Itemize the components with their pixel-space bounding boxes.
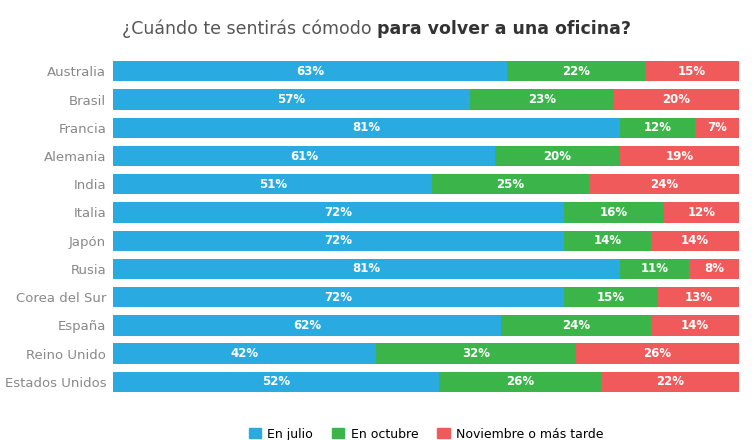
Bar [564, 231, 651, 251]
Text: 14%: 14% [593, 234, 621, 247]
Bar [564, 202, 664, 223]
Text: 16%: 16% [599, 206, 628, 219]
Text: 20%: 20% [662, 93, 691, 106]
Text: 57%: 57% [277, 93, 305, 106]
Text: 63%: 63% [296, 65, 324, 78]
Bar [614, 89, 739, 110]
Bar [113, 89, 470, 110]
Bar [113, 117, 620, 138]
Text: 51%: 51% [259, 178, 287, 191]
Text: 11%: 11% [640, 262, 669, 275]
Bar [589, 174, 739, 194]
Text: 25%: 25% [496, 178, 525, 191]
Bar [113, 146, 495, 166]
Text: 22%: 22% [656, 375, 684, 389]
Text: 12%: 12% [688, 206, 716, 219]
Text: 81%: 81% [352, 121, 381, 134]
Bar [564, 287, 657, 308]
Bar [620, 117, 695, 138]
Bar [664, 202, 739, 223]
Bar [113, 231, 564, 251]
Bar [113, 61, 507, 81]
Text: 24%: 24% [562, 319, 590, 332]
Text: 81%: 81% [352, 262, 381, 275]
Text: 52%: 52% [262, 375, 290, 389]
Text: 72%: 72% [324, 234, 352, 247]
Bar [507, 61, 645, 81]
Bar [376, 344, 576, 364]
Bar [620, 146, 739, 166]
Text: 72%: 72% [324, 291, 352, 304]
Bar [689, 259, 739, 279]
Bar [576, 344, 739, 364]
Bar [113, 372, 439, 392]
Bar [432, 174, 589, 194]
Bar [501, 315, 651, 336]
Bar [620, 259, 689, 279]
Text: 23%: 23% [528, 93, 556, 106]
Text: 8%: 8% [704, 262, 724, 275]
Text: 19%: 19% [665, 150, 694, 162]
Bar [601, 372, 739, 392]
Text: 32%: 32% [462, 347, 490, 360]
Text: ¿Cuándo te sentirás cómodo: ¿Cuándo te sentirás cómodo [122, 20, 377, 38]
Bar [495, 146, 620, 166]
Text: 14%: 14% [681, 234, 710, 247]
Bar [113, 344, 376, 364]
Text: 24%: 24% [650, 178, 678, 191]
Text: 61%: 61% [290, 150, 318, 162]
Bar [695, 117, 739, 138]
Text: 42%: 42% [231, 347, 259, 360]
Text: 72%: 72% [324, 206, 352, 219]
Text: 22%: 22% [562, 65, 590, 78]
Bar [470, 89, 614, 110]
Bar [113, 259, 620, 279]
Text: 13%: 13% [684, 291, 713, 304]
Text: 62%: 62% [293, 319, 321, 332]
Bar [113, 315, 501, 336]
Text: para volver a una oficina?: para volver a una oficina? [377, 20, 631, 38]
Bar [113, 287, 564, 308]
Text: 26%: 26% [506, 375, 534, 389]
Text: 20%: 20% [544, 150, 572, 162]
Text: 7%: 7% [707, 121, 727, 134]
Bar [439, 372, 601, 392]
Text: 15%: 15% [678, 65, 706, 78]
Text: 15%: 15% [596, 291, 625, 304]
Text: 12%: 12% [644, 121, 672, 134]
Text: 26%: 26% [643, 347, 672, 360]
Legend: En julio, En octubre, Noviembre o más tarde: En julio, En octubre, Noviembre o más ta… [244, 422, 608, 440]
Bar [651, 315, 739, 336]
Bar [113, 174, 432, 194]
Bar [651, 231, 739, 251]
Bar [113, 202, 564, 223]
Bar [645, 61, 739, 81]
Text: 14%: 14% [681, 319, 710, 332]
Bar [657, 287, 739, 308]
